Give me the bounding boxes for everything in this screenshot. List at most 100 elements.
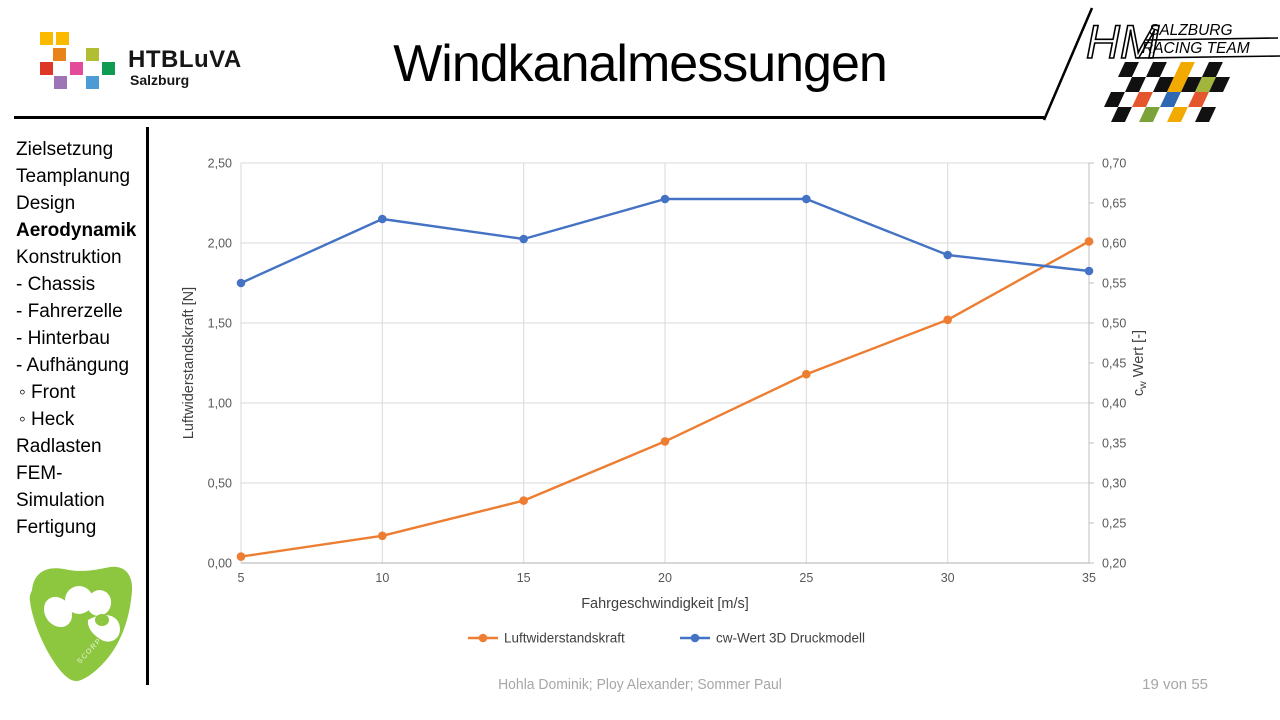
scorpion-tail-segment: [65, 586, 93, 614]
flag-cell: [1195, 107, 1217, 122]
scorpion-logo: SCORPION: [29, 566, 133, 682]
sidebar-item-fertigung: Fertigung: [16, 517, 97, 538]
sidebar-item-konstruktion: Konstruktion: [16, 247, 122, 268]
flag-cell: [1167, 77, 1189, 92]
sidebar-item-fahrerzelle: - Fahrerzelle: [16, 301, 123, 322]
right-axis-tick-label: 0,60: [1102, 237, 1126, 251]
data-point-luftwiderstandskraft-x5: [236, 552, 246, 561]
right-axis-tick-label: 0,65: [1102, 197, 1126, 211]
sidebar-item-design: Design: [16, 193, 76, 214]
logo-square: [54, 76, 67, 89]
flag-cell: [1146, 92, 1168, 107]
sidebar-item-chassis: - Chassis: [16, 274, 96, 295]
data-point-cw-wert-3d-druckmodell-x25: [802, 194, 811, 204]
logo-square: [86, 48, 99, 61]
right-axis-tick-label: 0,50: [1102, 317, 1126, 331]
sidebar-item-teamplanung: Teamplanung: [16, 166, 131, 187]
logo-square: [86, 76, 99, 89]
right-axis-tick-label: 0,55: [1102, 277, 1126, 291]
sidebar-item-aufh-ngung: - Aufhängung: [16, 355, 130, 376]
flag-cell: [1132, 92, 1154, 107]
data-point-cw-wert-3d-druckmodell-x15: [519, 234, 528, 244]
scorpion-tail-segment: [43, 596, 73, 628]
flag-cell: [1216, 62, 1238, 77]
flag-cell: [1153, 107, 1175, 122]
header-divider-line: [14, 116, 1044, 119]
x-axis-title: Fahrgeschwindigkeit [m/s]: [581, 596, 749, 612]
agenda-sidebar: Zielsetzung Teamplanung Design Aerodynamik K…: [16, 136, 148, 541]
page-title: Windkanalmessungen: [393, 35, 888, 93]
x-axis-tick-label: 35: [1082, 571, 1096, 585]
data-point-cw-wert-3d-druckmodell-x35: [1084, 266, 1094, 276]
flag-cell: [1160, 92, 1182, 107]
sidebar-item-radlasten: Radlasten: [16, 436, 102, 457]
wind-tunnel-chart: 0,00 0,50 1,00 1,50 2,00 2,50 0,20 0,25 0,30 0,35…: [181, 157, 1149, 646]
x-axis-tick-label: 20: [658, 571, 672, 585]
chart-area: 0,00 0,50 1,00 1,50 2,00 2,50 0,20 0,25 0,30 0,35…: [168, 140, 1168, 665]
flag-cell: [1132, 62, 1153, 77]
flag-cell: [1195, 77, 1217, 92]
left-axis-tick-label: 2,50: [208, 157, 232, 171]
left-axis-tick-label: 1,50: [208, 317, 232, 331]
sidebar-item-fem-simulation: FEM-Simulation: [16, 463, 105, 511]
sidebar-item-hinterbau: - Hinterbau: [16, 328, 110, 349]
racing-logo-underline-2: [1136, 55, 1280, 59]
right-axis-tick-label: 0,70: [1102, 157, 1126, 171]
right-axis-tick-label: 0,40: [1102, 397, 1126, 411]
data-point-luftwiderstandskraft-x15: [519, 496, 528, 505]
sidebar-item-heck: ◦ Heck: [19, 409, 75, 430]
flag-cell: [1118, 62, 1139, 77]
school-logo: HTBLuVA Salzburg: [40, 30, 280, 92]
logo-square: [40, 32, 53, 45]
left-axis-tick-label: 1,00: [208, 397, 232, 411]
x-axis-tick-label: 10: [375, 571, 389, 585]
left-axis-tick-label: 0,00: [208, 557, 232, 571]
flag-cell: [1181, 107, 1203, 122]
data-point-luftwiderstandskraft-x35: [1084, 237, 1094, 246]
logo-square: [102, 62, 115, 75]
sidebar-item-front: ◦ Front: [19, 382, 76, 403]
flag-cell: [1111, 77, 1133, 92]
right-axis-tick-label: 0,35: [1102, 437, 1126, 451]
checkered-flag-icon: [1097, 62, 1238, 122]
flag-cell: [1118, 92, 1140, 107]
flag-cell: [1139, 77, 1161, 92]
x-axis-tick-label: 5: [238, 571, 245, 585]
right-axis-tick-label: 0,25: [1102, 517, 1126, 531]
sidebar-item-aerodynamik: Aerodynamik: [16, 220, 137, 241]
flag-cell: [1188, 92, 1210, 107]
flag-cell: [1167, 107, 1189, 122]
sidebar-divider-line: [146, 127, 149, 685]
logo-square: [56, 32, 69, 45]
flag-cell: [1160, 62, 1182, 77]
legend-dot-luftwiderstandskraft: [478, 633, 488, 643]
flag-cell: [1153, 77, 1175, 92]
slide-number: 19 von 55: [1142, 676, 1208, 693]
legend-dot-cw-wert-3d-druckmodell: [690, 633, 700, 643]
x-axis-tick-label: 25: [799, 571, 813, 585]
legend-label-luftwiderstandskraft: Luftwiderstandskraft: [504, 631, 625, 646]
flag-cell: [1174, 62, 1196, 77]
racing-team-logo: HM SALZBURG RACING TEAM: [1042, 7, 1280, 122]
flag-cell: [1125, 77, 1147, 92]
racing-logo-line2: RACING TEAM: [1142, 40, 1250, 57]
flag-cell: [1097, 107, 1119, 122]
data-point-cw-wert-3d-druckmodell-x30: [943, 250, 952, 260]
data-point-luftwiderstandskraft-x25: [802, 369, 811, 379]
legend-label-cw-wert-3d-druckmodell: cw-Wert 3D Druckmodell: [716, 631, 865, 646]
flag-cell: [1181, 77, 1203, 92]
flag-cell: [1104, 92, 1126, 107]
flag-cell: [1111, 107, 1133, 122]
flag-cell: [1188, 62, 1210, 77]
left-axis-title: Luftwiderstandskraft [N]: [181, 287, 197, 439]
flag-cell: [1139, 107, 1161, 122]
data-point-cw-wert-3d-druckmodell-x10: [378, 214, 387, 224]
x-axis-tick-label: 15: [517, 571, 531, 585]
footer-authors: Hohla Dominik; Ploy Alexander; Sommer Pa…: [498, 676, 782, 693]
flag-cell: [1174, 92, 1196, 107]
data-point-luftwiderstandskraft-x20: [660, 437, 670, 446]
scorpion-tail-notch: [95, 614, 109, 626]
logo-square: [40, 62, 53, 75]
left-axis-tick-label: 0,50: [208, 477, 232, 491]
data-point-cw-wert-3d-druckmodell-x5: [236, 278, 246, 288]
